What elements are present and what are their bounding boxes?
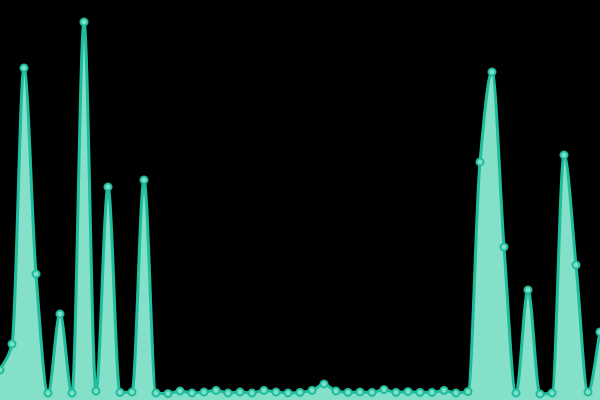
data-point-marker (571, 260, 581, 270)
data-point-marker (139, 175, 149, 185)
data-point-marker (511, 388, 521, 398)
data-point-marker (0, 365, 5, 375)
data-point-marker (451, 388, 461, 398)
data-point-marker (583, 387, 593, 397)
data-point-marker (319, 379, 329, 389)
data-point-marker (343, 387, 353, 397)
data-point-marker (199, 387, 209, 397)
data-point-marker (79, 17, 89, 27)
data-point-marker (427, 387, 437, 397)
data-point-marker (211, 385, 221, 395)
data-point-marker (295, 387, 305, 397)
data-point-marker (355, 387, 365, 397)
data-point-marker (379, 385, 389, 395)
data-point-marker (187, 388, 197, 398)
data-point-marker (331, 386, 341, 396)
data-point-marker (163, 389, 173, 399)
data-point-marker (403, 387, 413, 397)
data-point-marker (283, 388, 293, 398)
data-point-marker (127, 387, 137, 397)
data-point-marker (151, 388, 161, 398)
data-point-marker (7, 339, 17, 349)
data-point-marker (115, 387, 125, 397)
data-point-marker (223, 388, 233, 398)
data-point-marker (439, 385, 449, 395)
data-point-marker (91, 386, 101, 396)
data-point-marker (247, 388, 257, 398)
data-point-marker (463, 387, 473, 397)
data-point-marker (367, 387, 377, 397)
data-point-marker (43, 388, 53, 398)
data-point-marker (523, 285, 533, 295)
data-point-marker (19, 63, 29, 73)
data-point-marker (475, 157, 485, 167)
data-point-marker (391, 387, 401, 397)
data-point-marker (175, 386, 185, 396)
data-point-marker (535, 389, 545, 399)
data-point-marker (259, 385, 269, 395)
data-point-marker (487, 67, 497, 77)
data-point-marker (415, 387, 425, 397)
data-point-marker (31, 269, 41, 279)
data-point-marker (307, 385, 317, 395)
data-point-marker (271, 387, 281, 397)
data-point-marker (67, 388, 77, 398)
data-point-marker (595, 327, 600, 337)
data-point-marker (547, 388, 557, 398)
data-point-marker (499, 242, 509, 252)
data-point-marker (103, 182, 113, 192)
data-point-marker (235, 387, 245, 397)
data-point-marker (559, 150, 569, 160)
data-point-marker (55, 309, 65, 319)
